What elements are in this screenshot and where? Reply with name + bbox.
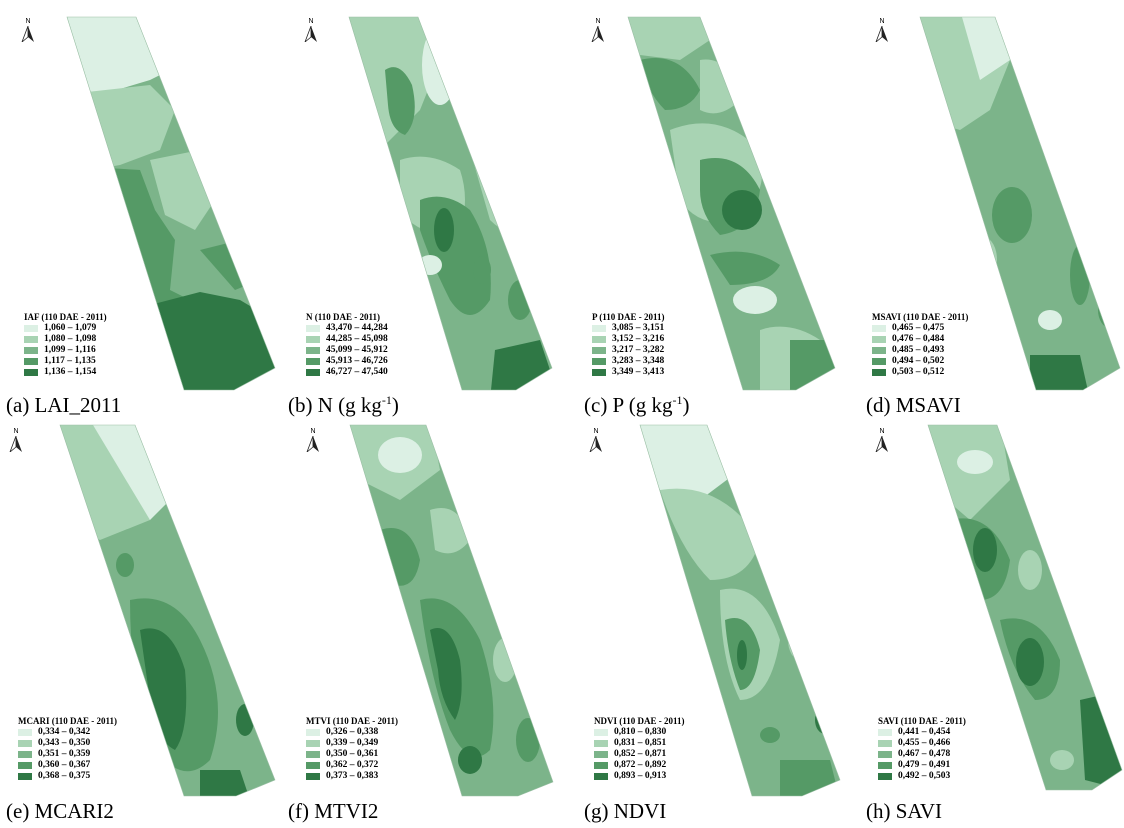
legend-swatch — [306, 347, 320, 354]
north-arrow-icon: N — [8, 428, 24, 457]
legend-swatch — [592, 347, 606, 354]
legend-swatch — [306, 369, 320, 376]
legend-swatch — [592, 358, 606, 365]
legend-swatch — [306, 729, 320, 736]
field-map-phosphorus — [627, 16, 836, 391]
legend-swatch — [18, 729, 32, 736]
legend-swatch — [24, 347, 38, 354]
map-legend: MSAVI (110 DAE - 2011) 0,465 – 0,475 0,4… — [872, 312, 969, 377]
panel-caption: (a) LAI_2011 — [6, 393, 122, 417]
legend-swatch — [592, 369, 606, 376]
map-legend: N (110 DAE - 2011) 43,470 – 44,284 44,28… — [306, 312, 388, 377]
north-arrow-icon: N — [303, 18, 319, 47]
field-map-lai — [66, 16, 276, 391]
legend-swatch — [872, 336, 886, 343]
legend-swatch — [24, 358, 38, 365]
panel-caption: (d) MSAVI — [866, 393, 961, 417]
panel-caption: (e) MCARI2 — [6, 799, 114, 823]
north-arrow-icon: N — [20, 18, 36, 47]
field-map-mtvi2 — [349, 424, 554, 797]
legend-swatch — [594, 773, 608, 780]
field-map-nitrogen — [348, 16, 553, 391]
legend-swatch — [594, 751, 608, 758]
map-legend: P (110 DAE - 2011) 3,085 – 3,151 3,152 –… — [592, 312, 665, 377]
legend-swatch — [594, 762, 608, 769]
legend-swatch — [306, 773, 320, 780]
map-legend: MTVI (110 DAE - 2011) 0,326 – 0,338 0,33… — [306, 716, 398, 781]
field-map-msavi — [919, 16, 1121, 391]
panel-caption: (c) P (g kg-1) — [584, 393, 690, 417]
legend-swatch — [872, 347, 886, 354]
panel-caption: (g) NDVI — [584, 799, 667, 823]
legend-swatch — [878, 762, 892, 769]
legend-swatch — [592, 325, 606, 332]
field-map-mcari2 — [59, 424, 276, 797]
map-legend: SAVI (110 DAE - 2011) 0,441 – 0,454 0,45… — [878, 716, 966, 781]
legend-swatch — [594, 740, 608, 747]
legend-swatch — [878, 740, 892, 747]
panel-caption: (h) SAVI — [866, 799, 943, 823]
map-legend: MCARI (110 DAE - 2011) 0,334 – 0,342 0,3… — [18, 716, 117, 781]
legend-swatch — [878, 773, 892, 780]
north-arrow-icon: N — [588, 428, 604, 457]
map-legend: IAF (110 DAE - 2011) 1,060 – 1,079 1,080… — [24, 312, 107, 377]
legend-swatch — [24, 325, 38, 332]
legend-swatch — [306, 751, 320, 758]
legend-swatch — [878, 729, 892, 736]
legend-swatch — [306, 336, 320, 343]
legend-swatch — [18, 773, 32, 780]
map-legend: NDVI (110 DAE - 2011) 0,810 – 0,830 0,83… — [594, 716, 685, 781]
north-arrow-icon: N — [874, 18, 890, 47]
panel-caption: (b) N (g kg-1) — [288, 393, 399, 417]
legend-swatch — [306, 325, 320, 332]
legend-swatch — [24, 369, 38, 376]
field-map-ndvi — [639, 424, 841, 797]
legend-swatch — [306, 358, 320, 365]
legend-swatch — [18, 751, 32, 758]
legend-swatch — [872, 325, 886, 332]
legend-swatch — [306, 762, 320, 769]
north-arrow-icon: N — [874, 428, 890, 457]
legend-swatch — [872, 358, 886, 365]
legend-swatch — [18, 762, 32, 769]
panel-caption: (f) MTVI2 — [288, 799, 379, 823]
legend-swatch — [592, 336, 606, 343]
north-arrow-icon: N — [305, 428, 321, 457]
legend-swatch — [306, 740, 320, 747]
legend-swatch — [594, 729, 608, 736]
north-arrow-icon: N — [590, 18, 606, 47]
legend-swatch — [878, 751, 892, 758]
legend-swatch — [18, 740, 32, 747]
legend-swatch — [872, 369, 886, 376]
legend-swatch — [24, 336, 38, 343]
